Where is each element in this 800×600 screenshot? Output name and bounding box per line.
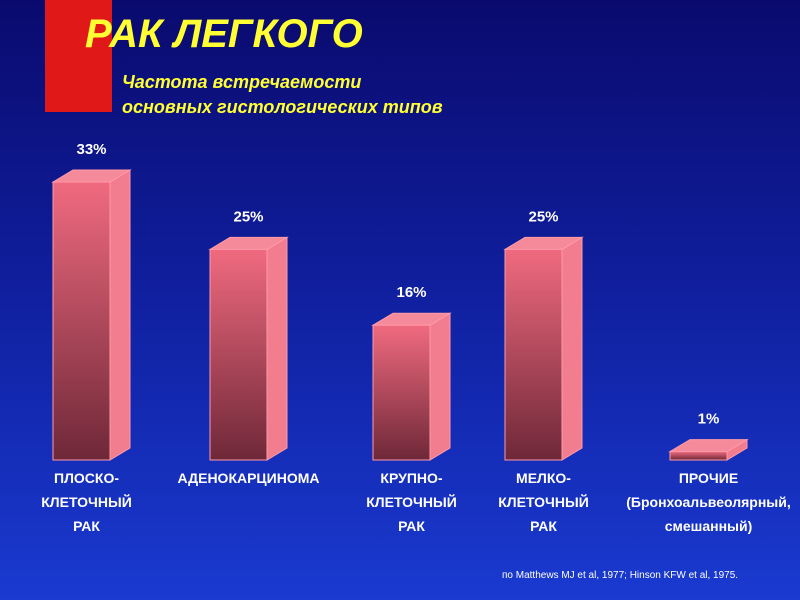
bar (668, 438, 749, 461)
category-label: АДЕНОКАРЦИНОМА (177, 470, 320, 486)
bar-front (209, 248, 268, 461)
subtitle: основных гистологических типов (122, 97, 443, 117)
bar-front (372, 324, 431, 461)
bar-side (266, 236, 288, 461)
bar-side (429, 312, 451, 461)
category-label: ПЛОСКО- КЛЕТОЧНЫЙ РАК (41, 470, 132, 534)
category-label: МЕЛКО- КЛЕТОЧНЫЙ РАК (498, 470, 589, 534)
bar-front (504, 248, 563, 461)
bar (371, 312, 452, 461)
bar (503, 236, 584, 461)
source-note: по Matthews MJ et al, 1977; Hinson KFW e… (502, 570, 739, 581)
bar (208, 236, 289, 461)
value-label: 25% (528, 208, 558, 225)
category-label: ПРОЧИЕ (Бронхоальвеолярный, смешанный) (626, 470, 791, 534)
title: РАК ЛЕГКОГО (85, 12, 363, 56)
value-label: 33% (76, 141, 106, 158)
value-label: 1% (698, 411, 720, 428)
accent-block (45, 0, 112, 112)
bar-front (669, 451, 728, 461)
category-label: КРУПНО- КЛЕТОЧНЫЙ РАК (366, 470, 457, 534)
bar-side (109, 169, 131, 461)
value-label: 16% (396, 284, 426, 301)
bar-front (52, 181, 111, 461)
bar (51, 169, 132, 461)
subtitle: Частота встречаемости (122, 72, 362, 92)
bar-side (561, 236, 583, 461)
value-label: 25% (233, 208, 263, 225)
